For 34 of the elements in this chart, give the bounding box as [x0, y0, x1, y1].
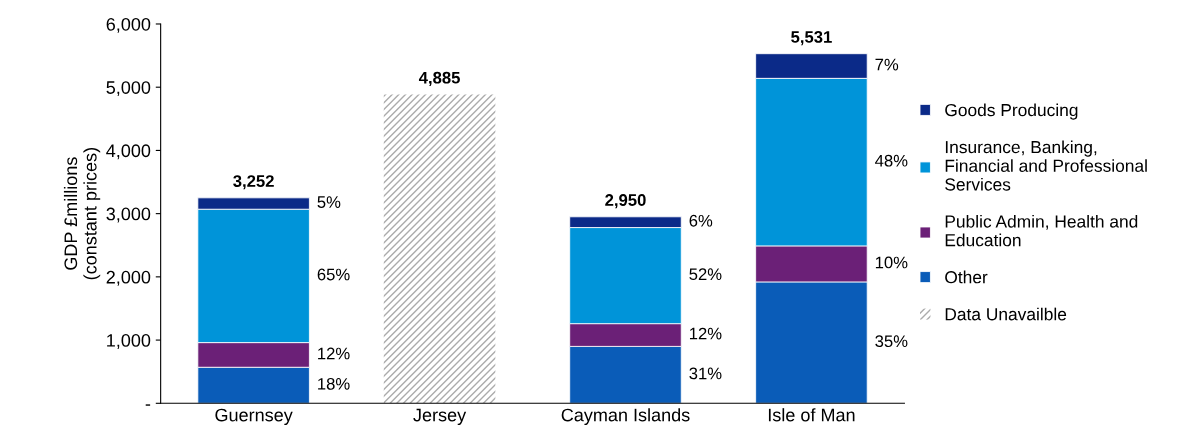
y-tick-label: 4,000 [106, 144, 151, 160]
y-tick-label: 5,000 [106, 81, 151, 97]
annotation: 12% [689, 327, 722, 340]
x-tick-label: Cayman Islands [561, 408, 690, 425]
x-tick-label: Isle of Man [768, 408, 855, 422]
y-axis-title: GDP £millions (constant prices) [63, 148, 101, 280]
annotation: 65% [317, 268, 350, 281]
total-label: 4,885 [418, 71, 460, 87]
total-label: 5,531 [791, 31, 832, 46]
annotation: 5% [317, 196, 341, 208]
legend-label: Goods Producing [945, 103, 1078, 120]
total-label: 3,252 [233, 175, 274, 190]
legend-label: Public Admin, Health and Education [945, 214, 1138, 247]
legend-label: Other [945, 270, 988, 284]
y-tick-label: 3,000 [106, 207, 151, 223]
annotation: 6% [689, 214, 713, 227]
annotation: 48% [875, 154, 908, 167]
y-tick-label: 6,000 [106, 17, 151, 33]
x-tick-label: Jersey [413, 408, 467, 425]
annotation: 7% [875, 58, 899, 71]
legend-label: Insurance, Banking, Financial and Professional Services [945, 140, 1147, 191]
annotation: 18% [318, 377, 350, 390]
y-tick-label: 2,000 [106, 270, 151, 286]
annotation: 12% [318, 347, 350, 360]
annotation: 52% [689, 268, 722, 281]
legend-label: Data Unavailble [945, 307, 1067, 321]
y-tick-label: 1,000 [107, 334, 151, 349]
annotation: 10% [875, 256, 908, 269]
annotation: 31% [689, 367, 722, 380]
y-tick-label: - [145, 404, 151, 406]
annotation: 35% [875, 335, 908, 348]
bar [383, 94, 496, 404]
x-tick-label: Guernsey [215, 408, 293, 425]
total-label: 2,950 [605, 194, 646, 209]
